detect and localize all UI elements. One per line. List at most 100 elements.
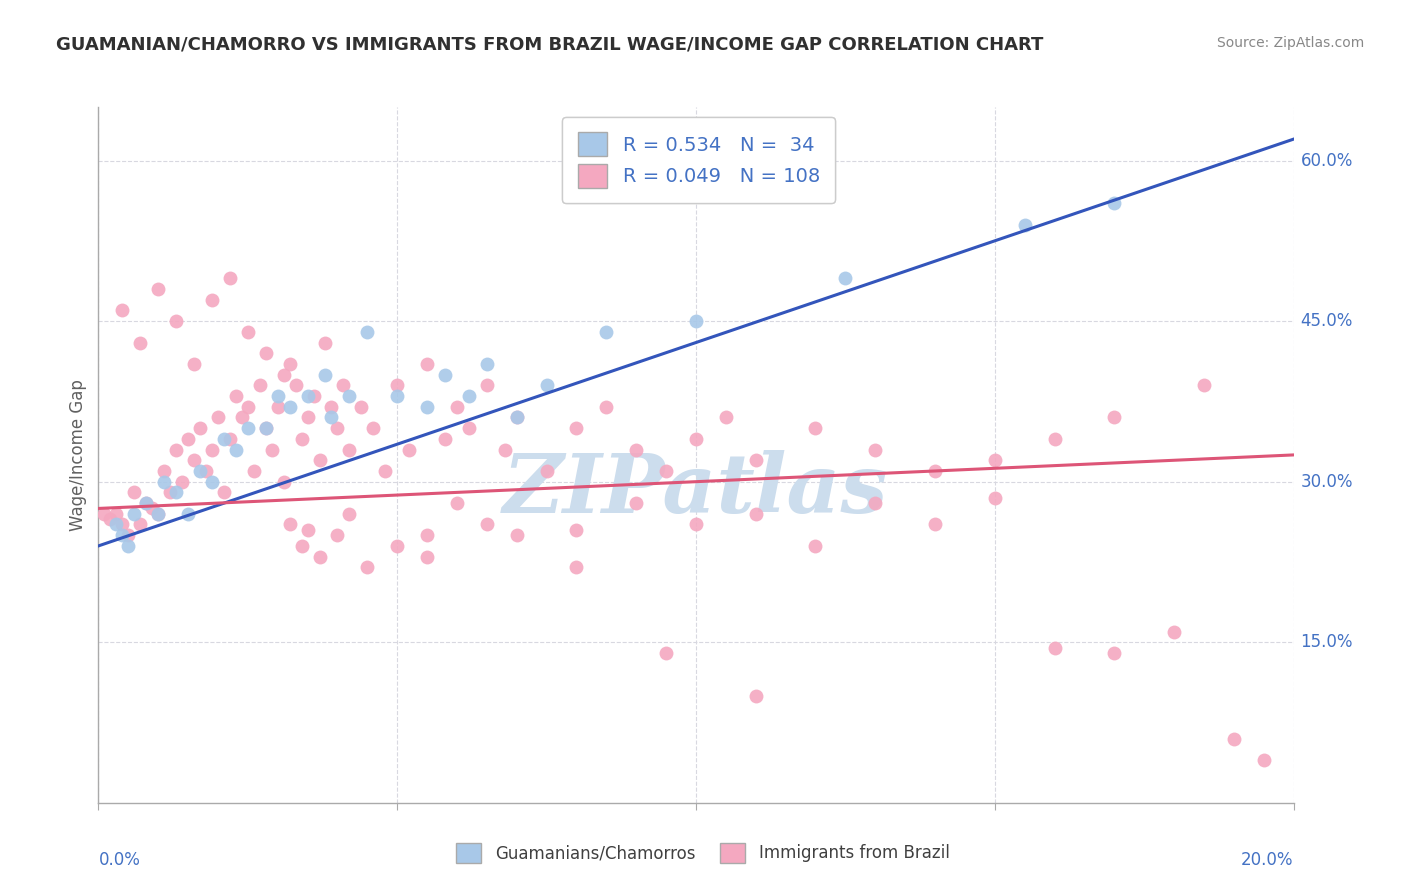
Point: [177, 432, 200, 446]
Legend: Guamanians/Chamorros, Immigrants from Brazil: Guamanians/Chamorros, Immigrants from Br…: [444, 831, 962, 875]
Point: [254, 421, 277, 435]
Text: 30.0%: 30.0%: [1301, 473, 1353, 491]
Point: [153, 464, 176, 478]
Text: GUAMANIAN/CHAMORRO VS IMMIGRANTS FROM BRAZIL WAGE/INCOME GAP CORRELATION CHART: GUAMANIAN/CHAMORRO VS IMMIGRANTS FROM BR…: [56, 36, 1043, 54]
Point: [506, 410, 529, 425]
Point: [350, 400, 373, 414]
Point: [1253, 753, 1275, 767]
Point: [339, 389, 360, 403]
Point: [655, 464, 678, 478]
Point: [595, 325, 617, 339]
Point: [212, 432, 235, 446]
Point: [135, 496, 157, 510]
Point: [105, 507, 128, 521]
Point: [273, 368, 295, 382]
Point: [624, 496, 647, 510]
Point: [924, 464, 946, 478]
Text: 0.0%: 0.0%: [98, 851, 141, 869]
Point: [308, 453, 330, 467]
Point: [536, 378, 558, 392]
Point: [536, 464, 558, 478]
Point: [834, 271, 856, 285]
Point: [165, 314, 187, 328]
Text: ZIPatlas: ZIPatlas: [503, 450, 889, 530]
Point: [924, 517, 946, 532]
Legend: R = 0.534   N =  34, R = 0.049   N = 108: R = 0.534 N = 34, R = 0.049 N = 108: [562, 117, 835, 203]
Point: [685, 432, 707, 446]
Point: [339, 507, 360, 521]
Point: [172, 475, 194, 489]
Point: [297, 523, 319, 537]
Point: [201, 475, 224, 489]
Point: [188, 464, 211, 478]
Point: [111, 303, 134, 318]
Point: [1163, 624, 1185, 639]
Point: [183, 357, 205, 371]
Point: [201, 293, 224, 307]
Point: [183, 453, 205, 467]
Point: [225, 442, 247, 457]
Point: [249, 378, 271, 392]
Point: [165, 442, 187, 457]
Point: [385, 389, 409, 403]
Point: [385, 539, 409, 553]
Point: [685, 314, 707, 328]
Point: [745, 453, 768, 467]
Text: 20.0%: 20.0%: [1241, 851, 1294, 869]
Point: [308, 549, 330, 564]
Point: [236, 421, 259, 435]
Point: [321, 410, 343, 425]
Point: [267, 389, 290, 403]
Point: [356, 325, 378, 339]
Point: [117, 539, 139, 553]
Point: [655, 646, 678, 660]
Point: [745, 507, 768, 521]
Point: [506, 528, 529, 542]
Point: [278, 357, 301, 371]
Point: [494, 442, 516, 457]
Point: [339, 442, 360, 457]
Point: [148, 282, 170, 296]
Point: [207, 410, 229, 425]
Point: [416, 528, 439, 542]
Point: [326, 528, 349, 542]
Point: [475, 357, 498, 371]
Point: [565, 421, 588, 435]
Point: [135, 496, 157, 510]
Point: [219, 271, 242, 285]
Point: [1102, 646, 1125, 660]
Point: [129, 517, 152, 532]
Point: [398, 442, 420, 457]
Point: [714, 410, 737, 425]
Point: [148, 507, 170, 521]
Point: [194, 464, 218, 478]
Point: [98, 512, 122, 526]
Text: 60.0%: 60.0%: [1301, 152, 1353, 169]
Point: [433, 368, 456, 382]
Point: [219, 432, 242, 446]
Point: [236, 325, 259, 339]
Point: [225, 389, 247, 403]
Point: [1102, 196, 1125, 211]
Point: [433, 432, 456, 446]
Point: [273, 475, 295, 489]
Point: [314, 335, 337, 350]
Point: [111, 528, 134, 542]
Point: [93, 507, 115, 521]
Point: [302, 389, 325, 403]
Point: [361, 421, 384, 435]
Point: [1043, 432, 1066, 446]
Point: [188, 421, 211, 435]
Text: 45.0%: 45.0%: [1301, 312, 1353, 330]
Point: [804, 421, 827, 435]
Point: [254, 421, 277, 435]
Point: [278, 517, 301, 532]
Point: [458, 421, 481, 435]
Point: [124, 507, 146, 521]
Point: [685, 517, 707, 532]
Point: [129, 335, 152, 350]
Point: [416, 357, 439, 371]
Point: [745, 689, 768, 703]
Point: [326, 421, 349, 435]
Point: [297, 410, 319, 425]
